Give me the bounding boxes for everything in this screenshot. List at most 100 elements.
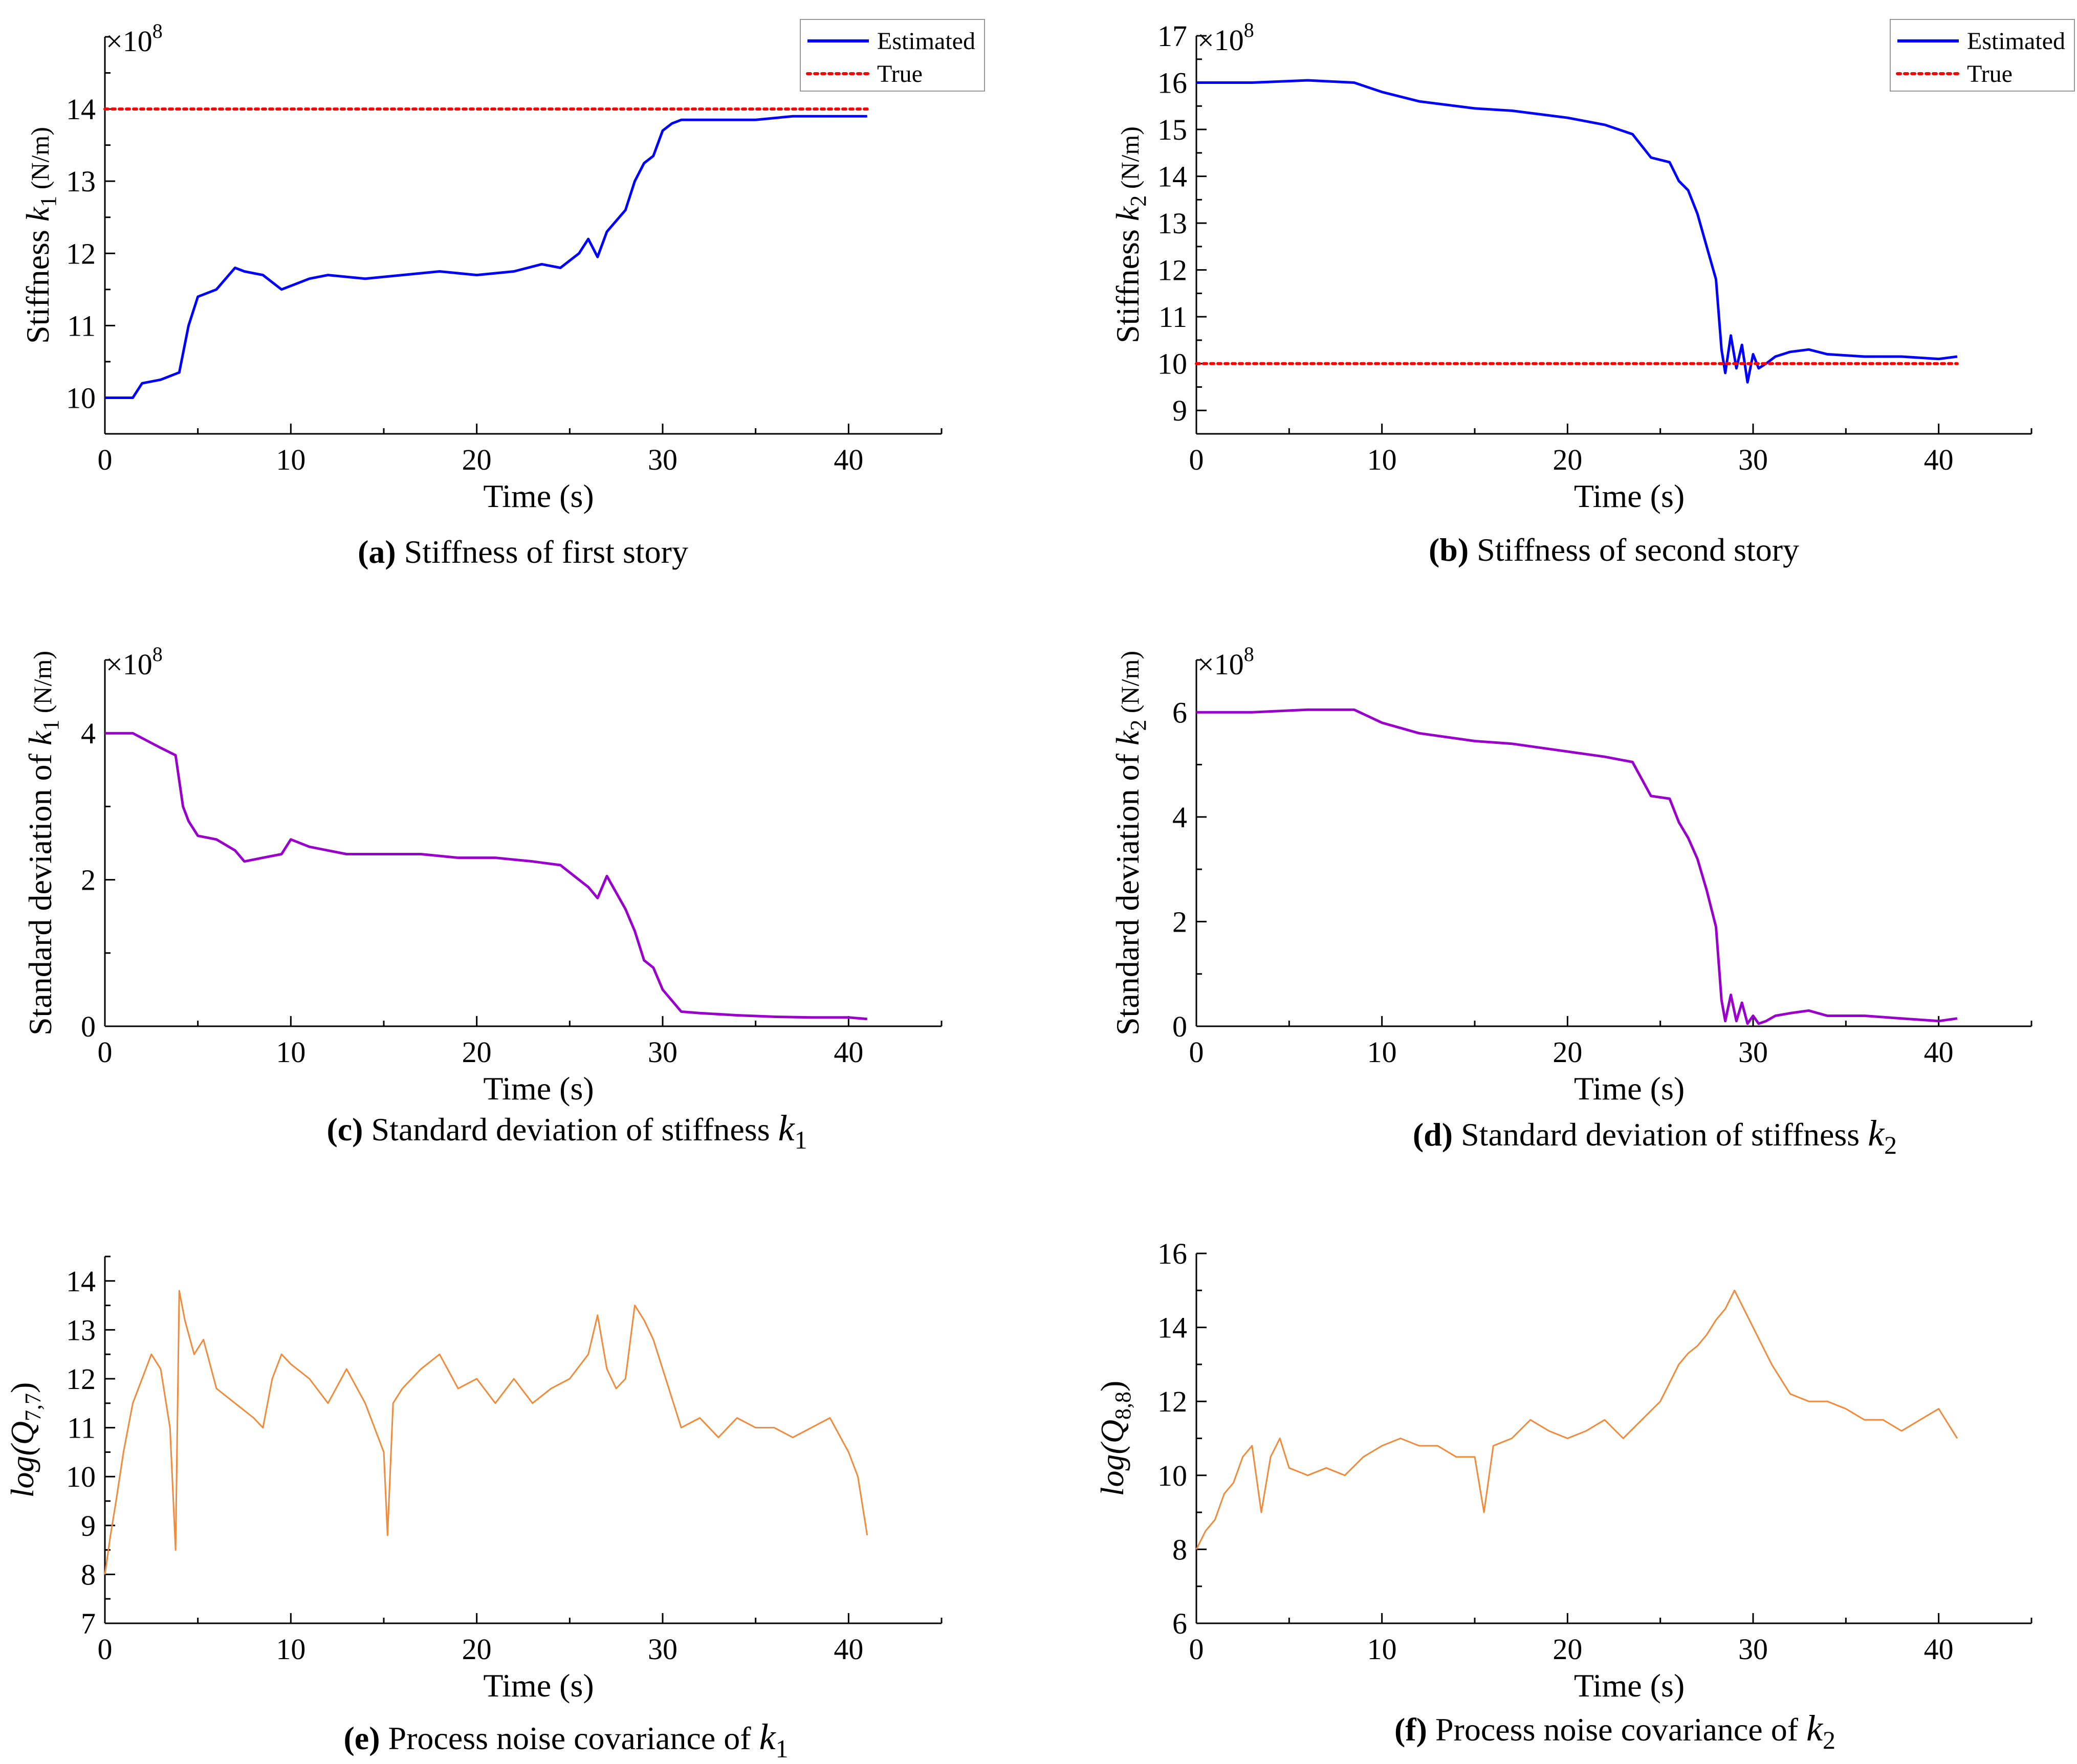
caption-text: Stiffness of first story	[396, 534, 688, 570]
legend: Estimated True	[800, 19, 985, 92]
y-tick-label: 4	[1172, 801, 1187, 834]
x-tick-label: 0	[1189, 443, 1204, 476]
y-tick-label: 8	[1172, 1533, 1187, 1566]
y-tick-label: 11	[67, 1412, 96, 1445]
caption-subscript: 1	[776, 1734, 789, 1763]
x-tick-label: 40	[834, 1035, 863, 1069]
caption: (a) Stiffness of first story	[358, 534, 688, 570]
caption-symbol: k	[778, 1108, 796, 1149]
y-tick-label: 9	[81, 1509, 96, 1542]
x-tick-label: 20	[1553, 1633, 1582, 1666]
y-title-symbol: k	[1109, 206, 1146, 221]
caption-symbol: k	[1806, 1708, 1824, 1749]
caption-text: Stiffness of second story	[1469, 532, 1799, 568]
x-tick-label: 30	[1738, 1035, 1768, 1069]
y-title-symbol: Q	[1094, 1420, 1130, 1443]
multiplier-base: ×10	[106, 648, 152, 681]
y-tick-label: 11	[67, 309, 96, 342]
y-multiplier: ×108	[106, 19, 163, 58]
y-axis-title: Stiffness k1 (N/m)	[19, 127, 61, 344]
y-tick-label: 0	[81, 1010, 96, 1043]
y-title-subscript: 1	[36, 196, 61, 207]
y-title-symbol: k	[1109, 730, 1146, 745]
caption-symbol: k	[1868, 1113, 1885, 1154]
y-tick-label: 12	[66, 1362, 96, 1396]
x-axis-title: Time (s)	[483, 1070, 594, 1107]
y-axis-title: Stiffness k2 (N/m)	[1109, 126, 1151, 343]
x-tick-label: 20	[462, 1633, 492, 1666]
x-tick-label: 20	[462, 443, 492, 476]
x-tick-label: 40	[834, 1633, 863, 1666]
y-title-units: )	[1094, 1381, 1130, 1392]
y-title-text: Stiffness	[1109, 221, 1146, 343]
y-title-subscript: 7,7	[20, 1393, 46, 1421]
y-tick-label: 15	[1157, 113, 1187, 146]
y-axis-title: Standard deviation of k2 (N/m)	[1109, 651, 1151, 1035]
y-tick-label: 16	[1157, 1237, 1187, 1270]
x-axis-title: Time (s)	[1574, 1070, 1685, 1107]
x-tick-label: 20	[462, 1035, 492, 1069]
y-title-units: (N/m)	[28, 651, 57, 720]
series-estimated	[1196, 79, 1958, 384]
y-title-text: log(	[4, 1443, 40, 1498]
caption: (e) Process noise covariance of k1	[343, 1716, 788, 1763]
y-title-subscript: 2	[1126, 195, 1151, 207]
caption-subscript: 1	[795, 1126, 807, 1154]
y-tick-label: 13	[66, 165, 96, 198]
chart-d: 0 10 20 30 40 0 2 4 6 ×108 Time (s) Standard deviat…	[1109, 643, 2032, 1159]
y-tick-label: 6	[1172, 1607, 1187, 1640]
y-title-text: log(	[1094, 1442, 1130, 1496]
y-tick-label: 12	[1157, 254, 1187, 287]
legend-label-true: True	[1967, 60, 2013, 87]
y-tick-label: 10	[1157, 347, 1187, 381]
x-tick-label: 30	[1738, 443, 1768, 476]
x-tick-label: 20	[1553, 1035, 1582, 1069]
x-tick-label: 0	[98, 1035, 113, 1069]
y-tick-label: 12	[66, 237, 96, 270]
y-tick-label: 0	[1172, 1010, 1187, 1043]
y-tick-label: 7	[81, 1607, 96, 1640]
x-tick-label: 10	[276, 1035, 305, 1069]
caption-subscript: 2	[1884, 1131, 1897, 1159]
y-title-text: Standard deviation of	[1109, 745, 1146, 1035]
y-axis-title: Standard deviation of k1 (N/m)	[22, 651, 63, 1035]
y-title-units: )	[4, 1382, 40, 1393]
x-tick-label: 30	[1738, 1633, 1768, 1666]
x-axis-title: Time (s)	[483, 478, 594, 514]
multiplier-base: ×10	[106, 25, 152, 58]
x-tick-label: 0	[1189, 1633, 1204, 1666]
y-tick-label: 10	[66, 1460, 96, 1493]
y-title-units: (N/m)	[1116, 126, 1144, 195]
y-title-subscript: 2	[1126, 720, 1151, 731]
legend-label-estimated: Estimated	[877, 28, 975, 55]
legend: Estimated True	[1890, 19, 2075, 92]
series-standard-deviation	[105, 732, 867, 1021]
y-title-units: (N/m)	[26, 127, 54, 196]
chart-b: 0 10 20 30 40 9 10 11 12 13 14 15 16 17 ×108 Time (s) St…	[1109, 18, 2075, 568]
y-title-symbol: k	[19, 206, 56, 222]
y-tick-label: 6	[1172, 696, 1187, 729]
multiplier-exponent: 8	[152, 19, 163, 42]
x-tick-label: 30	[648, 443, 677, 476]
x-tick-label: 0	[98, 1633, 113, 1666]
y-axis-title: log(Q7,7)	[4, 1382, 46, 1498]
y-tick-label: 11	[1158, 300, 1187, 334]
chart-e: 0 10 20 30 40 7 8 9 10 11 12 13 14 Time (s) log(Q7,7) (…	[4, 1255, 943, 1763]
y-title-text: Standard deviation of	[22, 745, 58, 1035]
caption-label: (a)	[358, 534, 396, 570]
caption-symbol: k	[759, 1716, 777, 1757]
multiplier-base: ×10	[1197, 24, 1244, 57]
legend-box	[800, 19, 985, 92]
caption-text: Process noise covariance of	[1427, 1711, 1806, 1748]
x-axis-title: Time (s)	[1574, 478, 1685, 514]
x-tick-label: 30	[648, 1035, 677, 1069]
multiplier-exponent: 8	[1244, 18, 1254, 41]
series-log-q7-7-	[104, 1290, 868, 1575]
caption-label: (f)	[1394, 1711, 1427, 1748]
x-tick-label: 20	[1553, 443, 1582, 476]
x-tick-label: 10	[1367, 443, 1397, 476]
y-title-subscript: 8,8	[1110, 1392, 1135, 1420]
y-tick-label: 8	[81, 1558, 96, 1591]
